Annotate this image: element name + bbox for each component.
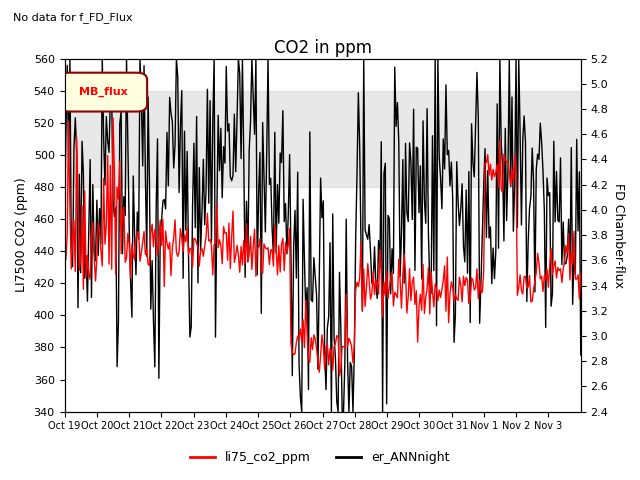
Y-axis label: LI7500 CO2 (ppm): LI7500 CO2 (ppm)	[15, 178, 28, 292]
FancyBboxPatch shape	[60, 72, 147, 111]
Y-axis label: FD Chamber-flux: FD Chamber-flux	[612, 182, 625, 288]
Legend: li75_co2_ppm, er_ANNnight: li75_co2_ppm, er_ANNnight	[186, 446, 454, 469]
Bar	[65, 91, 580, 187]
Text: MB_flux: MB_flux	[79, 87, 127, 97]
Text: No data for f_FD_Flux: No data for f_FD_Flux	[13, 12, 132, 23]
Title: CO2 in ppm: CO2 in ppm	[274, 39, 372, 57]
